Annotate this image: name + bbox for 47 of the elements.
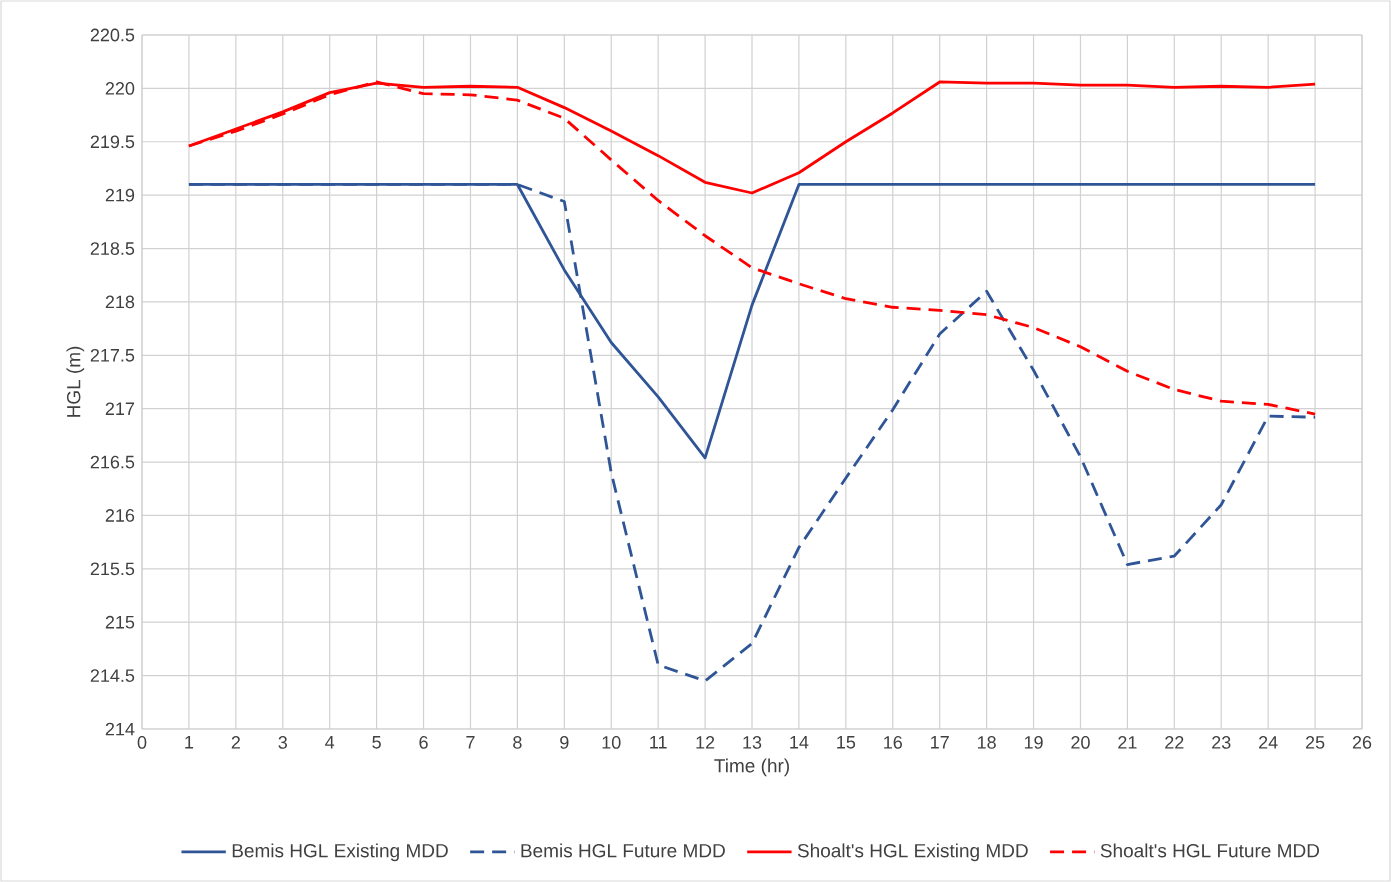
x-tick-label: 6 bbox=[419, 736, 428, 749]
y-tick-label: 217.5 bbox=[90, 348, 135, 362]
x-tick-label: 14 bbox=[790, 736, 809, 749]
x-tick-label: 16 bbox=[884, 736, 902, 749]
legend-label: Shoalt's HGL Existing MDD bbox=[797, 843, 1028, 862]
x-tick-label: 26 bbox=[1352, 736, 1372, 749]
x-tick-label: 8 bbox=[513, 736, 522, 749]
x-tick-label: 10 bbox=[602, 736, 621, 749]
x-tick-label: 15 bbox=[837, 736, 856, 749]
y-tick-label: 219 bbox=[105, 188, 135, 202]
x-tick-label: 9 bbox=[560, 736, 569, 749]
x-tick-label: 21 bbox=[1118, 736, 1137, 749]
x-tick-label: 25 bbox=[1305, 736, 1325, 749]
x-tick-label: 22 bbox=[1165, 736, 1184, 749]
y-tick-label: 215 bbox=[105, 615, 135, 629]
legend-label: Bemis HGL Existing MDD bbox=[232, 843, 448, 862]
y-tick-label: 218.5 bbox=[90, 242, 135, 255]
x-tick-label: 4 bbox=[325, 736, 335, 749]
x-tick-label: 5 bbox=[372, 736, 381, 749]
x-tick-label: 18 bbox=[977, 736, 996, 749]
x-tick-label: 7 bbox=[466, 736, 475, 749]
y-tick-label: 214 bbox=[105, 722, 135, 736]
y-tick-label: 220 bbox=[105, 82, 135, 95]
x-tick-label: 17 bbox=[931, 736, 949, 749]
x-tick-label: 23 bbox=[1212, 736, 1231, 749]
x-tick-label: 0 bbox=[137, 736, 147, 749]
y-tick-label: 219.5 bbox=[90, 135, 135, 149]
x-tick-label: 2 bbox=[231, 736, 240, 749]
y-tick-label: 215.5 bbox=[90, 562, 135, 576]
x-tick-label: 19 bbox=[1024, 736, 1043, 749]
x-tick-label: 20 bbox=[1071, 736, 1090, 749]
x-tick-label: 1 bbox=[185, 736, 194, 749]
x-tick-label: 3 bbox=[278, 736, 287, 749]
y-tick-label: 220.5 bbox=[90, 28, 135, 42]
y-tick-label: 216 bbox=[105, 509, 135, 522]
y-tick-label: 217 bbox=[105, 402, 135, 415]
legend-label: Bemis HGL Future MDD bbox=[521, 843, 725, 858]
y-tick-label: 216.5 bbox=[90, 455, 135, 469]
y-tick-label: 214.5 bbox=[90, 669, 135, 682]
y-axis-title: HGL (m) bbox=[66, 346, 85, 417]
x-tick-label: 11 bbox=[650, 736, 667, 749]
x-tick-label: 13 bbox=[743, 736, 762, 749]
legend-label: Shoalt's HGL Future MDD bbox=[1100, 843, 1320, 858]
y-tick-label: 218 bbox=[105, 295, 135, 309]
x-axis-title: Time (hr) bbox=[714, 758, 789, 777]
x-tick-label: 24 bbox=[1259, 736, 1278, 749]
x-tick-label: 12 bbox=[696, 736, 715, 749]
